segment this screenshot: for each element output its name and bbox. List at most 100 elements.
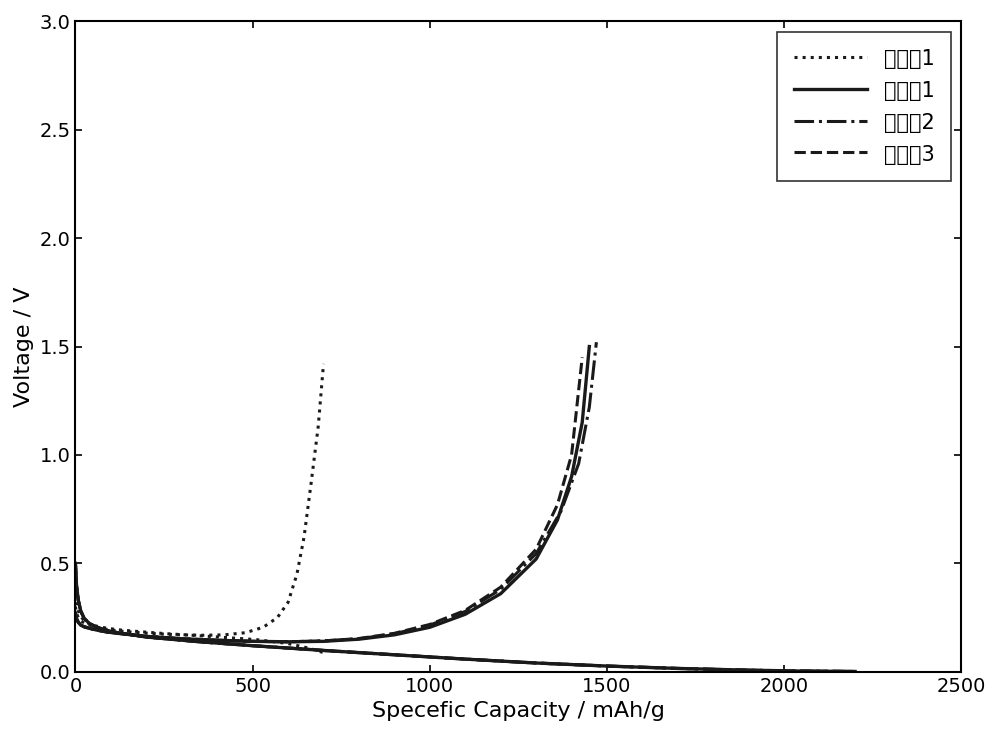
实施契2 [282,637,294,646]
实施契2 [424,620,436,629]
实施契1 [530,555,542,564]
实施契3 [353,634,365,643]
实施契3 [211,636,223,645]
对比契1 [271,613,283,622]
实施契2 [583,403,595,412]
实施契2 [590,338,602,347]
对比契1 [218,631,230,639]
实施契3 [101,628,113,637]
实施契2 [84,624,96,633]
实施契3 [72,618,84,627]
实施契1 [70,614,82,623]
Line: 实施契3: 实施契3 [75,357,582,642]
实施契3 [91,625,103,634]
实施契2 [530,549,542,558]
Legend: 对比契1, 实施契1, 实施契2, 实施契3: 对比契1, 实施契1, 实施契2, 实施契3 [777,32,951,182]
实施契2 [75,620,87,629]
实施契1 [211,636,223,645]
对比契1 [84,620,96,629]
对比契1 [305,478,317,487]
实施契1 [388,631,400,639]
实施契1 [91,625,103,634]
实施契1 [140,632,152,641]
对比契1 [312,423,324,431]
对比契1 [101,625,113,634]
实施契3 [282,637,294,646]
实施契3 [551,501,563,509]
对比契1 [240,628,252,637]
实施契1 [583,342,595,351]
实施契1 [116,629,128,638]
实施契2 [353,634,365,643]
实施契1 [75,620,87,629]
实施契2 [101,628,113,637]
Y-axis label: Voltage / V: Voltage / V [14,287,34,406]
实施契3 [70,614,82,623]
实施契1 [495,589,507,598]
实施契3 [318,637,330,645]
实施契3 [576,353,588,362]
实施契3 [84,624,96,633]
实施契3 [566,451,578,459]
实施契2 [116,629,128,638]
实施契3 [495,583,507,592]
实施契3 [140,632,152,641]
Line: 对比契1: 对比契1 [75,364,324,635]
实施契1 [566,472,578,481]
实施契3 [69,609,81,617]
实施契1 [318,637,330,646]
实施契1 [576,418,588,427]
实施契2 [247,637,259,646]
对比契1 [176,631,188,639]
实施契2 [388,629,400,638]
实施契2 [72,618,84,627]
对比契1 [75,617,87,625]
对比契1 [257,623,269,631]
实施契2 [573,459,585,468]
实施契2 [70,614,82,623]
实施契3 [530,545,542,553]
实施契2 [211,636,223,645]
实施契2 [176,634,188,643]
实施契2 [69,609,81,617]
对比契1 [197,631,209,639]
实施契3 [78,623,90,631]
对比契1 [318,359,330,368]
实施契2 [495,585,507,594]
实施契1 [551,515,563,524]
实施契1 [78,623,90,631]
对比契1 [154,630,166,639]
实施契1 [282,637,294,646]
实施契1 [424,623,436,631]
实施契1 [101,628,113,637]
X-axis label: Specefic Capacity / mAh/g: Specefic Capacity / mAh/g [372,701,665,721]
实施契3 [459,606,471,614]
对比契1 [70,609,82,617]
对比契1 [282,598,294,606]
实施契3 [388,629,400,638]
实施契2 [140,632,152,641]
对比契1 [78,619,90,628]
实施契3 [424,620,436,629]
实施契1 [84,624,96,633]
对比契1 [69,602,81,611]
实施契3 [116,629,128,638]
Line: 实施契2: 实施契2 [75,343,596,642]
实施契2 [555,507,567,516]
对比契1 [133,628,145,637]
实施契1 [176,634,188,643]
实施契2 [91,625,103,634]
实施契2 [459,607,471,616]
对比契1 [298,533,310,542]
实施契3 [247,637,259,646]
对比契1 [72,613,84,622]
实施契1 [459,610,471,619]
对比契1 [291,570,303,578]
实施契1 [247,637,259,646]
实施契3 [176,634,188,643]
实施契3 [75,620,87,629]
实施契2 [78,623,90,631]
实施契1 [353,635,365,644]
对比契1 [116,627,128,636]
实施契2 [318,637,330,645]
